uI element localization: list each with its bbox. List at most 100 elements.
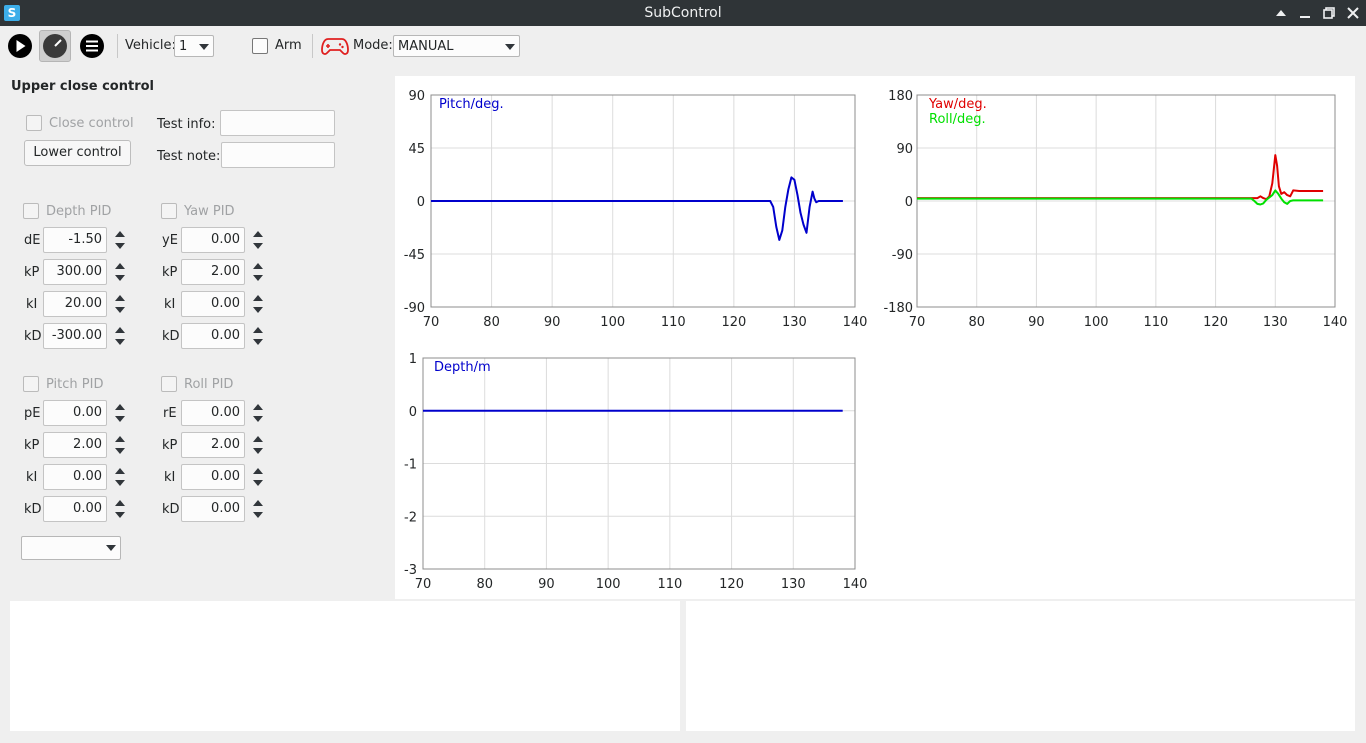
spin-down-icon[interactable] xyxy=(115,448,125,454)
x-tick-label: 100 xyxy=(600,315,625,330)
roll-re-spinbox[interactable]: 0.00 xyxy=(181,400,267,426)
charts-canvas[interactable]: 70 80 90 100 110 120 130 14090450-45-90Pitch/de… xyxy=(395,76,1355,599)
spin-up-icon[interactable] xyxy=(253,295,263,301)
x-tick-label: 110 xyxy=(657,577,682,592)
close-icon[interactable] xyxy=(1345,5,1361,21)
spinbox-value[interactable]: 0.00 xyxy=(181,291,245,317)
roll-kd-spinbox[interactable]: 0.00 xyxy=(181,496,267,522)
spinbox-value[interactable]: 2.00 xyxy=(43,432,107,458)
spin-down-icon[interactable] xyxy=(253,275,263,281)
spin-up-icon[interactable] xyxy=(115,404,125,410)
yaw-ki-spinbox[interactable]: 0.00 xyxy=(181,291,267,317)
roll-kp-spinbox[interactable]: 2.00 xyxy=(181,432,267,458)
spin-down-icon[interactable] xyxy=(253,480,263,486)
pitch-ki-spinbox[interactable]: 0.00 xyxy=(43,464,129,490)
spin-up-icon[interactable] xyxy=(115,436,125,442)
close-control-checkbox[interactable] xyxy=(26,115,42,131)
bottom-select[interactable] xyxy=(21,536,121,560)
pitch-pid-checkbox[interactable] xyxy=(23,376,39,392)
spin-down-icon[interactable] xyxy=(253,307,263,313)
minimize-icon[interactable] xyxy=(1297,5,1313,21)
spin-down-icon[interactable] xyxy=(253,243,263,249)
spinbox-value[interactable]: 0.00 xyxy=(181,496,245,522)
spin-down-icon[interactable] xyxy=(115,275,125,281)
spinbox-value[interactable]: 20.00 xyxy=(43,291,107,317)
spinbox-value[interactable]: 0.00 xyxy=(181,464,245,490)
spinbox-value[interactable]: -1.50 xyxy=(43,227,107,253)
test-note-field[interactable] xyxy=(221,142,335,168)
maximize-icon[interactable] xyxy=(1321,5,1337,21)
spin-up-icon[interactable] xyxy=(115,263,125,269)
arm-checkbox[interactable] xyxy=(252,38,268,54)
spin-down-icon[interactable] xyxy=(115,307,125,313)
roll-ki-spinbox[interactable]: 0.00 xyxy=(181,464,267,490)
yaw-ye-spinbox[interactable]: 0.00 xyxy=(181,227,267,253)
spin-down-icon[interactable] xyxy=(115,243,125,249)
info-panel[interactable] xyxy=(686,601,1355,731)
pitch-pe-spinbox[interactable]: 0.00 xyxy=(43,400,129,426)
gauge-button[interactable] xyxy=(39,30,71,62)
x-tick-label: 80 xyxy=(476,577,493,592)
depth-kd-spinbox[interactable]: -300.00 xyxy=(43,323,129,349)
menu-button[interactable] xyxy=(76,30,108,62)
spin-up-icon[interactable] xyxy=(253,468,263,474)
chevron-down-icon xyxy=(505,44,515,50)
pid-row-label: kD xyxy=(24,329,42,344)
yaw-pid-checkbox[interactable] xyxy=(161,203,177,219)
test-info-field[interactable] xyxy=(220,110,335,136)
depth-pid-checkbox[interactable] xyxy=(23,203,39,219)
mode-select[interactable]: MANUAL xyxy=(393,35,520,57)
vehicle-label: Vehicle: xyxy=(125,38,176,53)
yaw-kd-spinbox[interactable]: 0.00 xyxy=(181,323,267,349)
depth-kp-spinbox[interactable]: 300.00 xyxy=(43,259,129,285)
spinbox-value[interactable]: 300.00 xyxy=(43,259,107,285)
spin-down-icon[interactable] xyxy=(115,416,125,422)
spin-up-icon[interactable] xyxy=(253,327,263,333)
y-tick-label: -2 xyxy=(404,510,417,525)
spinbox-value[interactable]: -300.00 xyxy=(43,323,107,349)
spin-up-icon[interactable] xyxy=(115,295,125,301)
y-tick-label: -45 xyxy=(404,248,425,263)
vehicle-select[interactable]: 1 xyxy=(174,35,214,57)
play-button[interactable] xyxy=(4,30,36,62)
spin-up-icon[interactable] xyxy=(115,231,125,237)
spin-up-icon[interactable] xyxy=(253,404,263,410)
spinbox-value[interactable]: 0.00 xyxy=(181,323,245,349)
spin-down-icon[interactable] xyxy=(115,339,125,345)
spin-up-icon[interactable] xyxy=(253,263,263,269)
spinbox-value[interactable]: 2.00 xyxy=(181,432,245,458)
pitch-kd-spinbox[interactable]: 0.00 xyxy=(43,496,129,522)
keep-above-icon[interactable] xyxy=(1273,5,1289,21)
window-title: SubControl xyxy=(644,5,722,21)
roll-pid-checkbox[interactable] xyxy=(161,376,177,392)
spin-up-icon[interactable] xyxy=(115,500,125,506)
spin-up-icon[interactable] xyxy=(253,500,263,506)
pid-row-label: kP xyxy=(162,438,178,453)
y-tick-label: 0 xyxy=(905,195,913,210)
lower-control-button[interactable]: Lower control xyxy=(24,140,131,166)
y-tick-label: -180 xyxy=(883,301,913,316)
depth-de-spinbox[interactable]: -1.50 xyxy=(43,227,129,253)
log-panel[interactable] xyxy=(10,601,680,731)
spin-down-icon[interactable] xyxy=(253,416,263,422)
charts-area: 70 80 90 100 110 120 130 140 90 45 0 -45 -90 Pitch/de… xyxy=(395,76,1355,599)
spin-down-icon[interactable] xyxy=(253,339,263,345)
spin-up-icon[interactable] xyxy=(253,231,263,237)
spinbox-value[interactable]: 0.00 xyxy=(181,400,245,426)
spinbox-value[interactable]: 0.00 xyxy=(43,400,107,426)
spin-down-icon[interactable] xyxy=(253,512,263,518)
pitch-kp-spinbox[interactable]: 2.00 xyxy=(43,432,129,458)
spinbox-value[interactable]: 2.00 xyxy=(181,259,245,285)
spin-up-icon[interactable] xyxy=(115,327,125,333)
pid-row-label: kI xyxy=(164,297,176,312)
spin-down-icon[interactable] xyxy=(115,480,125,486)
spinbox-value[interactable]: 0.00 xyxy=(181,227,245,253)
spin-down-icon[interactable] xyxy=(253,448,263,454)
depth-ki-spinbox[interactable]: 20.00 xyxy=(43,291,129,317)
spin-down-icon[interactable] xyxy=(115,512,125,518)
spin-up-icon[interactable] xyxy=(253,436,263,442)
spinbox-value[interactable]: 0.00 xyxy=(43,464,107,490)
spin-up-icon[interactable] xyxy=(115,468,125,474)
spinbox-value[interactable]: 0.00 xyxy=(43,496,107,522)
yaw-kp-spinbox[interactable]: 2.00 xyxy=(181,259,267,285)
